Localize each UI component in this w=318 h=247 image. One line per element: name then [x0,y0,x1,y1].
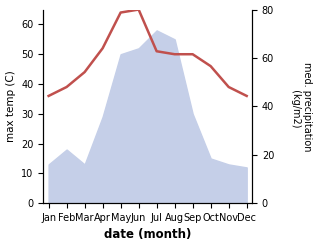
X-axis label: date (month): date (month) [104,228,191,242]
Y-axis label: med. precipitation
 (kg/m2): med. precipitation (kg/m2) [291,62,313,151]
Y-axis label: max temp (C): max temp (C) [5,70,16,142]
